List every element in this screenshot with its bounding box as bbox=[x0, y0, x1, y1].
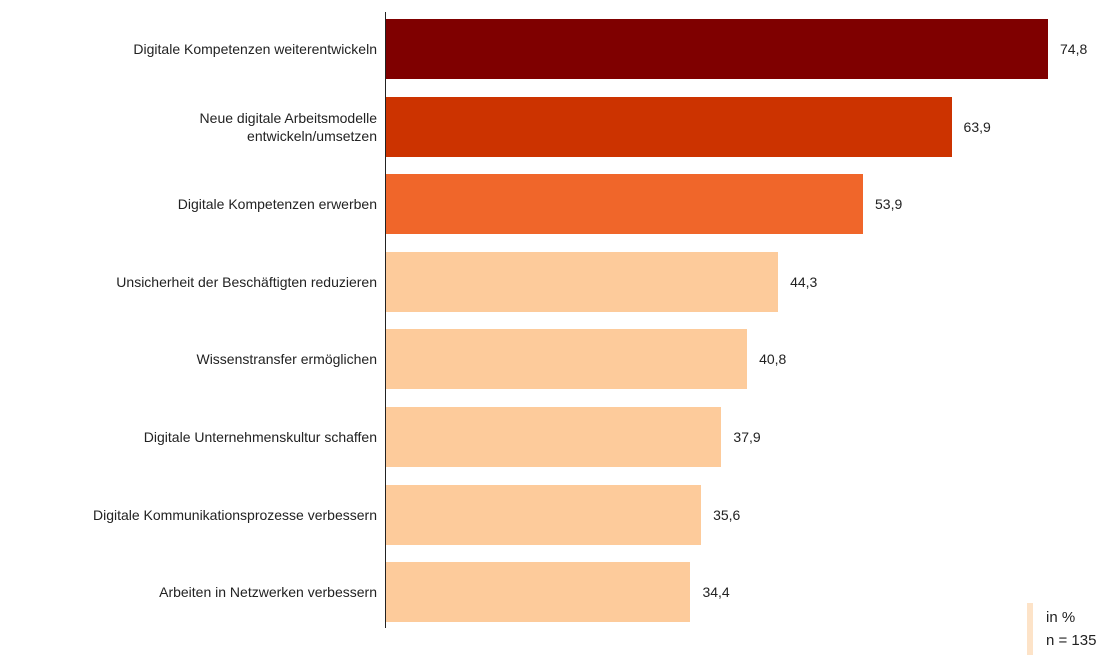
bar bbox=[386, 484, 702, 545]
y-tick-label: Digitale Kompetenzen weiterentwickeln bbox=[133, 41, 377, 57]
bar bbox=[386, 562, 691, 623]
bar bbox=[386, 407, 722, 467]
bar bbox=[386, 96, 952, 157]
axis-line bbox=[385, 12, 386, 628]
data-label: 34,4 bbox=[702, 584, 730, 601]
data-label: 63,9 bbox=[963, 118, 991, 135]
y-tick-label: Neue digitale Arbeitsmodelle entwickeln/… bbox=[199, 109, 377, 144]
y-tick-label: Digitale Unternehmenskultur schaffen bbox=[143, 429, 377, 445]
y-tick-label: Digitale Kompetenzen erwerben bbox=[177, 196, 377, 213]
data-label: 37,9 bbox=[733, 429, 761, 445]
y-tick-label: Unsicherheit der Beschäftigten reduziere… bbox=[116, 273, 377, 290]
legend-swatch bbox=[1027, 603, 1033, 655]
annotation: n = 135 bbox=[1046, 632, 1097, 649]
bar bbox=[386, 174, 864, 235]
annotation: in % bbox=[1046, 609, 1076, 626]
data-label: 44,3 bbox=[790, 273, 818, 290]
data-label: 53,9 bbox=[875, 196, 903, 213]
bar bbox=[386, 19, 1048, 79]
y-tick-label: Wissenstransfer ermöglichen bbox=[196, 351, 377, 368]
data-label: 40,8 bbox=[759, 351, 787, 368]
y-tick-label: Arbeiten in Netzwerken verbessern bbox=[159, 584, 377, 601]
data-label: 35,6 bbox=[713, 506, 741, 523]
bar bbox=[386, 329, 748, 390]
data-label: 74,8 bbox=[1060, 41, 1088, 57]
y-tick-label: Digitale Kommunikationsprozesse verbesse… bbox=[92, 506, 377, 523]
bar bbox=[386, 251, 779, 312]
